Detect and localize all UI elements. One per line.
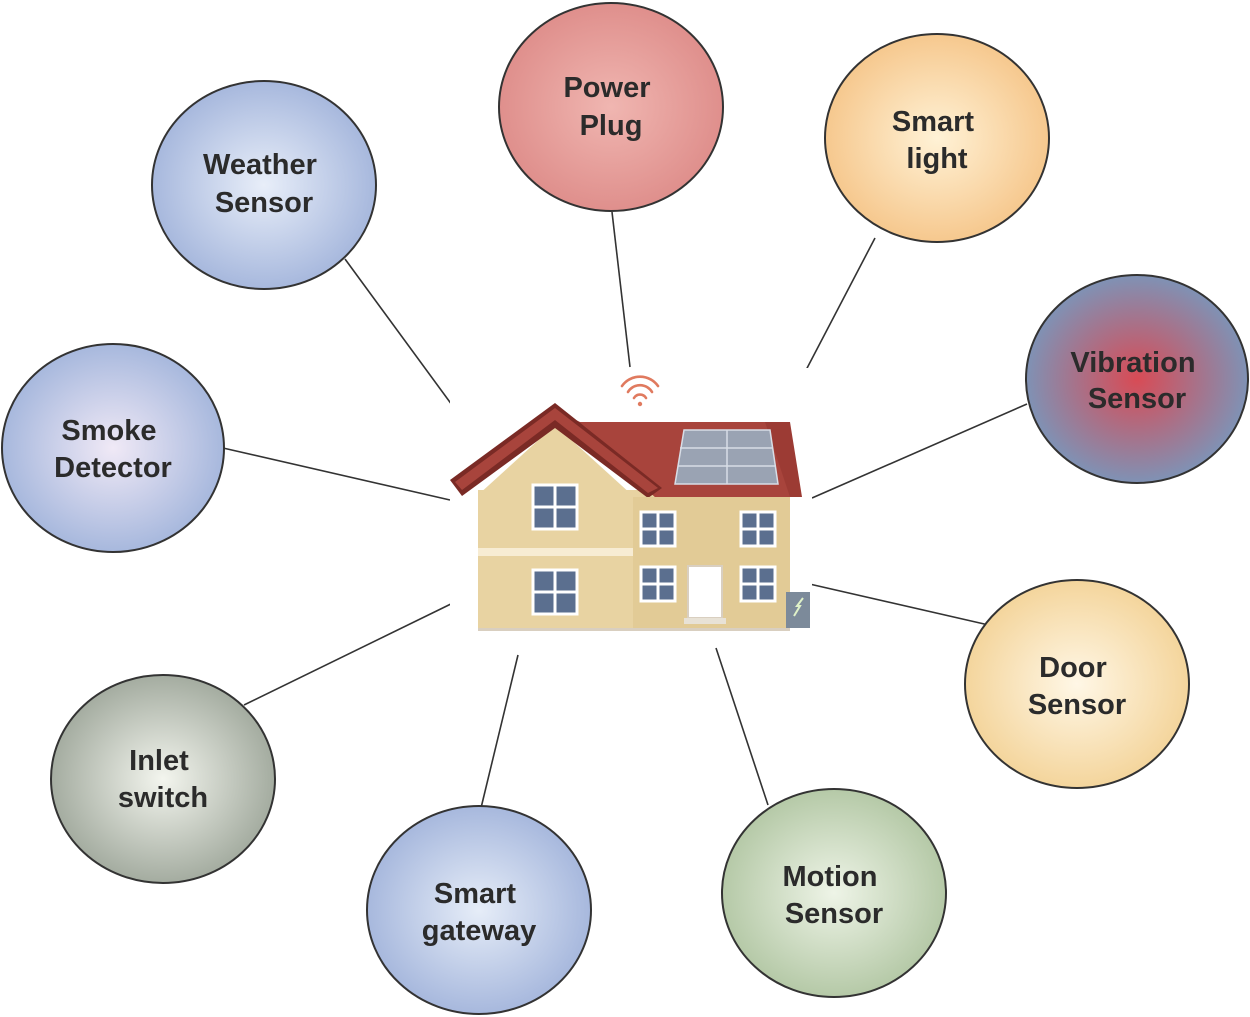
connector-smart-gateway (480, 654, 519, 809)
node-weather-sensor: Weather Sensor (151, 80, 377, 290)
connector-door-sensor (791, 579, 994, 627)
node-power-plug: Power Plug (498, 2, 724, 212)
node-inlet-switch-line-2: switch (118, 782, 208, 814)
node-smart-gateway-circle (366, 805, 592, 1015)
svg-text:Inlet switch: Inlet switch (118, 745, 208, 814)
node-motion-sensor: Motion Sensor (721, 788, 947, 998)
node-smoke-detector-line-1: Smoke (61, 415, 156, 447)
svg-text:Smart gateway: Smart gateway (422, 878, 536, 947)
node-smart-gateway-line-1: Smart (434, 878, 517, 910)
energy-meter-icon (786, 592, 810, 628)
connector-power-plug (611, 211, 631, 368)
node-weather-sensor-line-2: Sensor (215, 187, 313, 219)
connector-weather-sensor (344, 258, 464, 421)
node-smoke-detector-circle (1, 343, 225, 553)
svg-text:Vibration Sensor: Vibration Sensor (1070, 347, 1203, 415)
node-vibration-sensor-line-2: Sensor (1088, 383, 1186, 415)
house-door (687, 565, 723, 619)
svg-text:Weather Sensor: Weather Sensor (203, 149, 325, 219)
node-door-sensor-circle (964, 579, 1190, 789)
smart-house-icon (450, 368, 812, 633)
node-smart-light-line-2: light (906, 143, 968, 175)
node-power-plug-line-1: Power (563, 72, 650, 104)
node-power-plug-line-2: Plug (580, 110, 643, 142)
node-door-sensor: Door Sensor (964, 579, 1190, 789)
node-smoke-detector: Smoke Detector (1, 343, 225, 553)
svg-text:Smart light: Smart light (892, 106, 982, 175)
node-motion-sensor-line-2: Sensor (785, 898, 883, 930)
svg-text:Motion Sensor: Motion Sensor (782, 861, 885, 930)
node-power-plug-circle (498, 2, 724, 212)
svg-text:Power Plug: Power Plug (563, 72, 658, 142)
node-vibration-sensor: Vibration Sensor (1025, 274, 1249, 484)
house-gable (478, 425, 632, 495)
node-smoke-detector-line-2: Detector (54, 452, 172, 484)
node-inlet-switch: Inlet switch (50, 674, 276, 884)
node-weather-sensor-circle (151, 80, 377, 290)
node-smart-light: Smart light (824, 33, 1050, 243)
node-motion-sensor-circle (721, 788, 947, 998)
node-door-sensor-line-1: Door (1039, 652, 1107, 684)
connector-inlet-switch (243, 600, 458, 706)
node-inlet-switch-line-1: Inlet (129, 745, 189, 777)
node-weather-sensor-line-1: Weather (203, 149, 317, 181)
connector-vibration-sensor (811, 403, 1028, 499)
wifi-icon (620, 375, 660, 407)
connector-smoke-detector (222, 447, 451, 501)
house-windows (531, 483, 777, 616)
node-smart-gateway: Smart gateway (366, 805, 592, 1015)
node-vibration-sensor-line-1: Vibration (1070, 347, 1195, 379)
node-door-sensor-line-2: Sensor (1028, 689, 1126, 721)
node-inlet-switch-circle (50, 674, 276, 884)
connector-lines (222, 211, 1028, 809)
svg-text:Smoke Detector: Smoke Detector (54, 415, 172, 484)
node-vibration-sensor-circle (1025, 274, 1249, 484)
node-motion-sensor-line-1: Motion (782, 861, 877, 893)
solar-panel-icon (674, 429, 779, 485)
node-smart-gateway-line-2: gateway (422, 915, 536, 947)
svg-text:Door Sensor: Door Sensor (1028, 652, 1126, 721)
connector-motion-sensor (715, 647, 769, 806)
node-smart-light-line-1: Smart (892, 106, 975, 138)
node-smart-light-circle (824, 33, 1050, 243)
